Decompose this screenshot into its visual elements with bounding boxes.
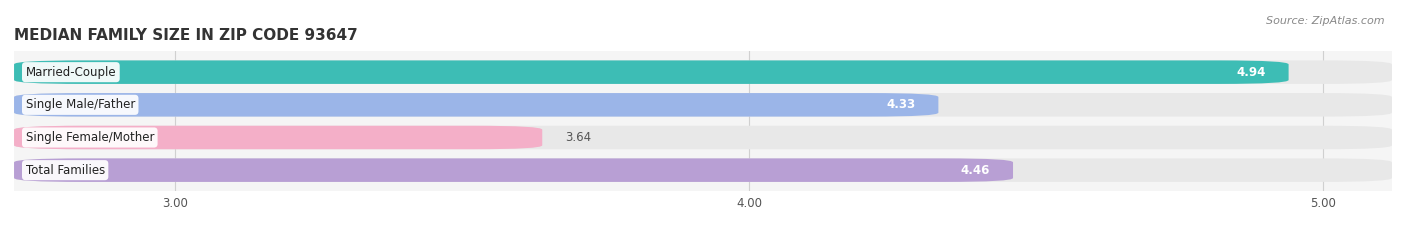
Text: Total Families: Total Families (25, 164, 105, 177)
Text: Source: ZipAtlas.com: Source: ZipAtlas.com (1267, 16, 1385, 26)
FancyBboxPatch shape (14, 158, 1014, 182)
FancyBboxPatch shape (14, 158, 1392, 182)
FancyBboxPatch shape (14, 93, 1392, 116)
FancyBboxPatch shape (14, 60, 1289, 84)
Text: Single Male/Father: Single Male/Father (25, 98, 135, 111)
Text: Single Female/Mother: Single Female/Mother (25, 131, 155, 144)
FancyBboxPatch shape (14, 60, 1392, 84)
Text: Married-Couple: Married-Couple (25, 66, 117, 79)
Text: 4.33: 4.33 (886, 98, 915, 111)
FancyBboxPatch shape (14, 126, 543, 149)
FancyBboxPatch shape (14, 93, 938, 116)
Text: 3.64: 3.64 (565, 131, 592, 144)
Text: 4.94: 4.94 (1236, 66, 1265, 79)
Text: MEDIAN FAMILY SIZE IN ZIP CODE 93647: MEDIAN FAMILY SIZE IN ZIP CODE 93647 (14, 28, 357, 43)
FancyBboxPatch shape (14, 126, 1392, 149)
Text: 4.46: 4.46 (960, 164, 990, 177)
